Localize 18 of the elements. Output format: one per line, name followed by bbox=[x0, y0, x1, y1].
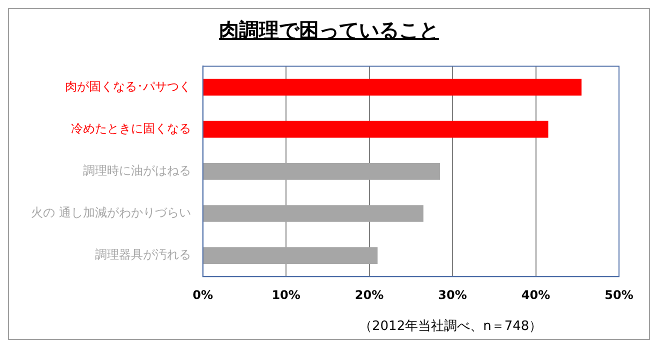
chart-title: 肉調理で困っていること bbox=[218, 17, 440, 44]
x-tick-label: 10% bbox=[272, 288, 300, 302]
bar bbox=[203, 162, 440, 180]
bar bbox=[203, 78, 582, 96]
y-tick-label: 肉が固くなる･パサつく bbox=[64, 79, 191, 94]
y-tick-label: 火の 通し加減がわかりづらい bbox=[30, 206, 191, 220]
x-tick-label: 50% bbox=[604, 288, 634, 302]
bar bbox=[203, 120, 548, 138]
y-tick-label: 調理時に油がはねる bbox=[82, 164, 191, 178]
x-tick-label: 40% bbox=[521, 288, 550, 302]
x-tick-label: 0% bbox=[192, 288, 213, 302]
y-tick-label: 冷めたときに固くなる bbox=[70, 121, 191, 136]
x-tick-label: 20% bbox=[354, 288, 384, 302]
x-tick-label: 30% bbox=[438, 288, 467, 302]
bar bbox=[203, 205, 424, 222]
text: （2012年当社調べ、n＝748） bbox=[359, 318, 542, 335]
bar bbox=[203, 247, 378, 264]
y-tick-label: 調理器具が汚れる bbox=[94, 248, 191, 262]
